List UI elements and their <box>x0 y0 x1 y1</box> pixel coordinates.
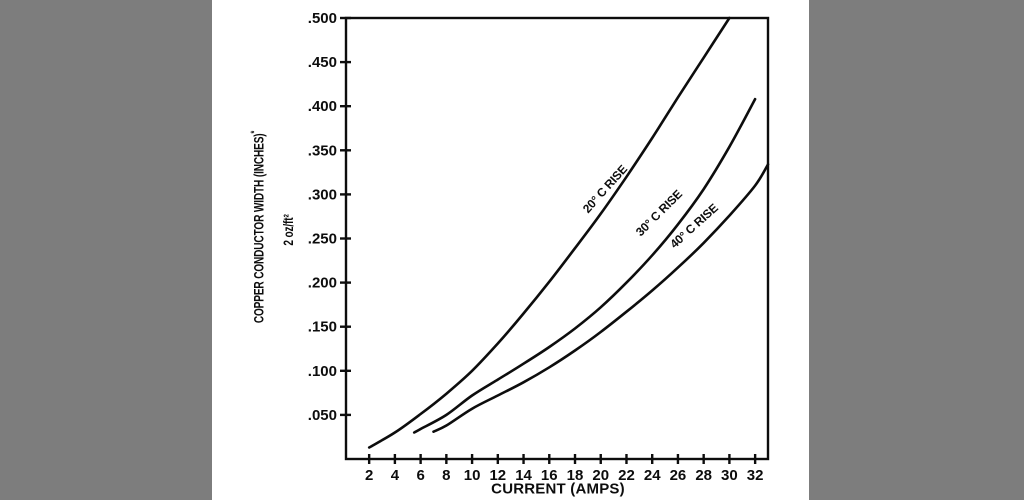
y-tick-label: .050 <box>308 407 337 424</box>
x-tick-label: 26 <box>670 467 687 484</box>
chart-canvas: .050 .100 .150 .200 .250 .300 .350 .400 .450 .500… <box>308 10 770 484</box>
x-tick-label: 32 <box>747 467 764 484</box>
y-tick-label: .300 <box>308 186 337 203</box>
y-tick-label: .200 <box>308 275 337 292</box>
figure-panel: .050 .100 .150 .200 .250 .300 .350 .400 .450 .500… <box>212 0 809 500</box>
y-tick-label: .450 <box>308 54 337 71</box>
x-tick-label: 24 <box>644 467 661 484</box>
y-tick-label: .150 <box>308 319 337 336</box>
y-tick-label: .500 <box>308 10 337 27</box>
y-tick-label: .100 <box>308 363 337 380</box>
x-tick-label: 14 <box>515 467 532 484</box>
y-axis-title-text: COPPER CONDUCTOR WIDTH (INCHES) <box>250 133 267 324</box>
x-tick-label: 20 <box>592 467 609 484</box>
plot-frame <box>344 16 770 461</box>
series-curve-40-c-rise <box>432 163 770 433</box>
x-tick-label: 12 <box>489 467 506 484</box>
series-curve-20-c-rise <box>367 16 731 449</box>
y-tick-label: .400 <box>308 98 337 115</box>
y-tick-label: .250 <box>308 231 337 248</box>
x-axis-title: CURRENT (AMPS) <box>491 480 625 498</box>
y-axis-footnote-asterisk: * <box>249 130 261 134</box>
x-tick-label: 18 <box>567 467 584 484</box>
x-tick-label: 28 <box>695 467 712 484</box>
y-tick-label: .350 <box>308 142 337 159</box>
x-tick-label: 8 <box>442 467 450 484</box>
x-tick-label: 16 <box>541 467 558 484</box>
x-tick-label: 2 <box>365 467 373 484</box>
y-axis-title: COPPER CONDUCTOR WIDTH (INCHES)* <box>250 131 267 323</box>
x-tick-label: 30 <box>721 467 738 484</box>
series-curve-30-c-rise <box>412 97 757 434</box>
y-axis-subtitle: 2 oz/ft² <box>280 214 296 246</box>
x-tick-label: 6 <box>416 467 424 484</box>
x-tick-label: 4 <box>391 467 400 484</box>
x-tick-label: 10 <box>464 467 481 484</box>
x-tick-label: 22 <box>618 467 635 484</box>
